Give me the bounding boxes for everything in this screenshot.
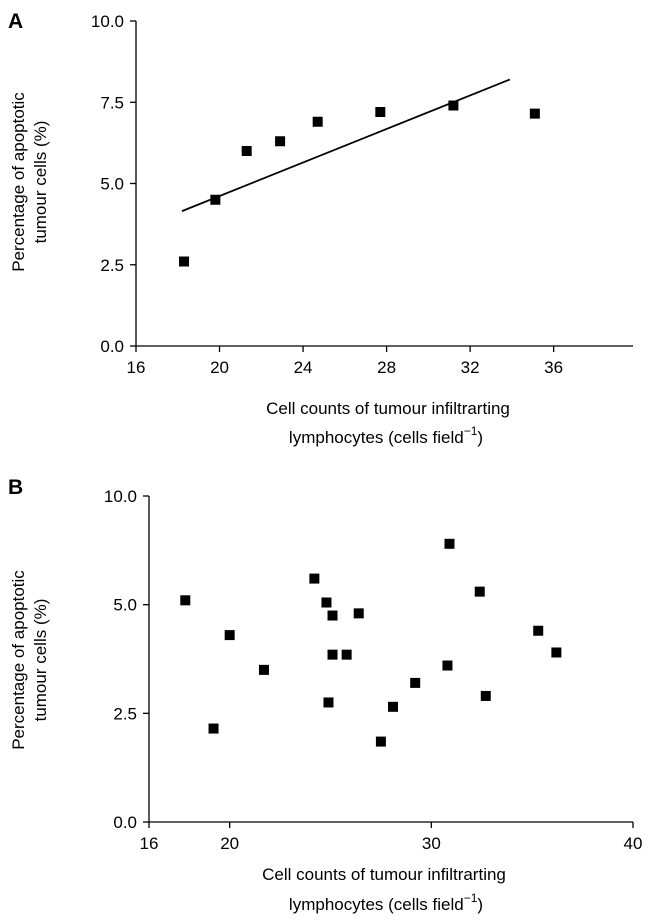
panel-b-ytick-label: 2.5 [113, 704, 137, 723]
panel-b-xlabel-main: lymphocytes (cells field [289, 895, 464, 914]
panel-b-data-point [327, 610, 338, 621]
panel-b-data-point [341, 649, 352, 660]
panel-b-xlabel-line2: lymphocytes (cells field−1) [289, 891, 483, 914]
panel-b-data-point [323, 697, 334, 708]
panel-a-ytick-label: 10.0 [91, 12, 124, 31]
panel-a-data-point [275, 136, 286, 147]
panel-b-xtick-label: 30 [422, 834, 441, 853]
panel-b-data-point [258, 664, 269, 675]
panel-b-ytick-label: 0.0 [113, 813, 137, 832]
panel-b-data-point [551, 647, 562, 658]
panel-a-letter: A [8, 10, 23, 33]
panel-b-xtick-label: 16 [140, 834, 159, 853]
panel-a-data-point [241, 146, 252, 156]
panel-b-xlabel-close: ) [477, 895, 483, 914]
panel-b-data-point [533, 625, 544, 636]
panel-a-xlabel-main: lymphocytes (cells field [289, 428, 464, 447]
panel-a-xtick-label: 24 [294, 358, 313, 377]
panel-b-xlabel-line1: Cell counts of tumour infiltrarting [262, 865, 506, 884]
panel-b-letter: B [8, 476, 23, 499]
panel-b-ytick-label: 5.0 [113, 596, 137, 615]
panel-b-data-point [353, 608, 364, 619]
panel-b-data-point [388, 701, 399, 712]
panel-b-data-point [208, 723, 219, 734]
panel-a-data-point [529, 108, 540, 119]
panel-b-data-point [180, 595, 191, 606]
panel-a-data-point [210, 194, 221, 205]
panel-b-ylabel-line2: tumour cells (%) [31, 599, 50, 722]
panel-a-ytick-label: 5.0 [100, 175, 124, 194]
panel-a-data-point [312, 116, 323, 127]
panel-a-ylabel-line2: tumour cells (%) [31, 121, 50, 244]
panel-a-data-point [448, 100, 459, 111]
panel-b-data-point [442, 660, 453, 671]
panel-b-data-point [224, 630, 235, 641]
panel-a-xlabel-close: ) [477, 428, 483, 447]
panel-a-ylabel-line1: Percentage of apoptotic [9, 92, 28, 272]
panel-b-data-point [480, 690, 491, 701]
panel-b-ytick-label: 10.0 [104, 487, 137, 506]
panel-a-data-point [375, 107, 386, 117]
panel-b-data-point [444, 538, 455, 549]
panel-b-data-point [327, 649, 338, 660]
panel-a-xtick-label: 28 [377, 358, 396, 377]
panel-b-xlabel-sup: −1 [464, 891, 478, 905]
panel-a-data-point [179, 256, 190, 267]
panel-b-chart: B Percentage of apoptotic tumour cells (… [8, 476, 642, 914]
panel-b-data-point [309, 573, 320, 584]
panel-a-ytick-label: 2.5 [100, 256, 124, 275]
panel-a-ytick-label: 7.5 [100, 93, 124, 112]
panel-b-data-point [375, 736, 386, 747]
panel-a-xlabel-line2: lymphocytes (cells field−1) [289, 424, 483, 447]
panel-a-xlabel-line1: Cell counts of tumour infiltrarting [266, 399, 510, 418]
panel-a-regression-line [181, 78, 511, 212]
panel-a-chart: A Percentage of apoptotic tumour cells (… [8, 10, 633, 447]
panel-a-xtick-label: 16 [127, 358, 146, 377]
panel-b-data-point [321, 597, 332, 608]
panel-b-xtick-label: 20 [220, 834, 239, 853]
panel-a-xlabel-sup: −1 [464, 424, 478, 438]
panel-a-ytick-label: 0.0 [100, 337, 124, 356]
panel-b-data-point [410, 677, 421, 688]
panel-b-ylabel-line1: Percentage of apoptotic [9, 570, 28, 750]
panel-b-xtick-label: 40 [624, 834, 643, 853]
panel-a-xtick-label: 20 [210, 358, 229, 377]
panel-b-data-point [474, 586, 485, 597]
panel-a-xtick-label: 36 [544, 358, 563, 377]
panel-a-xtick-label: 32 [461, 358, 480, 377]
